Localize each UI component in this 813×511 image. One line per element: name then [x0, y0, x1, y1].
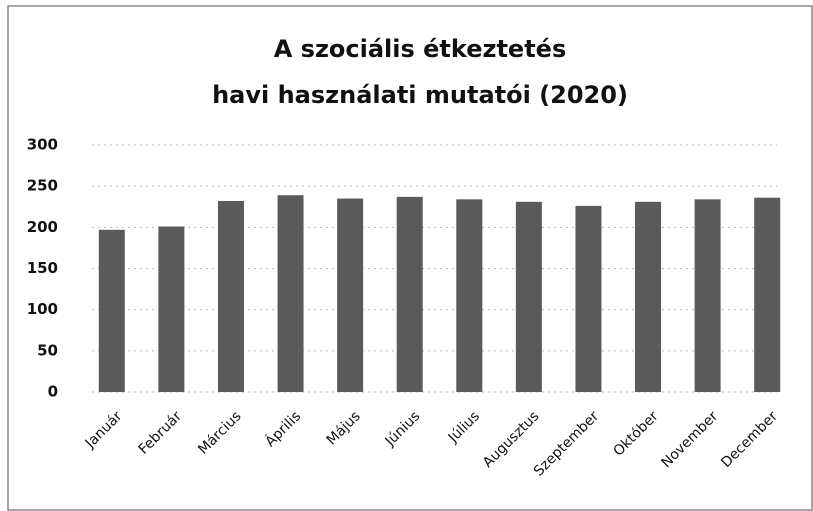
bar: [515, 201, 542, 392]
y-tick-label: 200: [27, 218, 58, 236]
bar: [456, 199, 483, 392]
y-tick-label: 0: [48, 383, 58, 401]
chart-title-line: havi használati mutatói (2020): [212, 81, 628, 109]
bar: [98, 229, 125, 392]
y-tick-label: 50: [37, 341, 58, 359]
bar: [575, 205, 602, 392]
y-tick-label: 150: [27, 259, 58, 277]
bar: [635, 201, 662, 392]
y-tick-label: 250: [27, 177, 58, 195]
bar: [337, 198, 364, 392]
y-tick-label: 300: [27, 136, 58, 154]
bar: [754, 197, 781, 392]
y-tick-label: 100: [27, 300, 58, 318]
chart-title-line: A szociális étkeztetés: [274, 35, 567, 63]
bar: [694, 199, 721, 392]
bar: [217, 200, 244, 392]
bar: [158, 226, 185, 392]
bar: [396, 196, 423, 392]
bar: [277, 195, 304, 392]
